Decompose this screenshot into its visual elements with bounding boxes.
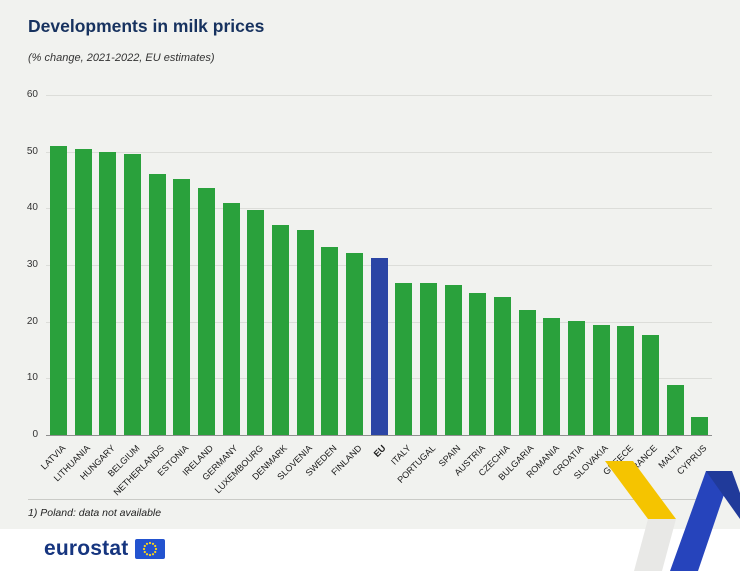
bar-czechia <box>493 296 511 435</box>
bar-france <box>641 334 659 435</box>
ribbon-silver-band <box>634 519 676 571</box>
bar-lithuania <box>74 149 92 435</box>
bar-latvia <box>49 146 67 435</box>
gridline <box>46 95 712 96</box>
y-axis-tick-label: 60 <box>26 89 38 100</box>
chart-subtitle: (% change, 2021-2022, EU estimates) <box>28 52 215 64</box>
bar-netherlands <box>148 173 166 435</box>
bar-estonia <box>173 178 191 435</box>
eu-flag-stars <box>143 541 158 557</box>
eu-flag-icon <box>135 539 166 559</box>
ribbon-blue-band <box>670 471 732 571</box>
footer-bar: eurostat <box>0 529 740 571</box>
footnote: 1) Poland: data not available <box>28 507 162 519</box>
y-axis-tick-label: 20 <box>26 315 38 327</box>
ribbon-decoration <box>605 461 740 571</box>
x-axis-line <box>46 435 712 436</box>
bar-austria <box>469 292 487 435</box>
bar-cyprus <box>691 416 709 435</box>
bar-finland <box>345 253 363 435</box>
y-axis-tick-label: 40 <box>26 202 38 214</box>
y-axis-tick-label: 30 <box>26 259 38 270</box>
bar-greece <box>617 326 635 435</box>
footnote-divider <box>28 499 712 500</box>
bar-belgium <box>123 153 141 435</box>
bar-ireland <box>197 187 215 435</box>
ribbon-yellow-band <box>605 461 676 519</box>
y-axis-tick-label: 10 <box>26 372 38 384</box>
bar-bulgaria <box>518 310 536 435</box>
bar-malta <box>666 385 684 435</box>
bar-portugal <box>419 283 437 435</box>
bar-hungary <box>99 151 117 435</box>
bar-slovenia <box>296 230 314 435</box>
bar-sweden <box>321 247 339 435</box>
bar-spain <box>444 284 462 435</box>
ribbon-blue-fold <box>706 471 740 519</box>
bar-italy <box>395 282 413 435</box>
bar-eu <box>370 257 388 435</box>
bar-slovakia <box>592 324 610 435</box>
y-axis-tick-label: 50 <box>26 145 38 157</box>
bar-germany <box>222 203 240 435</box>
chart-title: Developments in milk prices <box>28 16 265 36</box>
gridline <box>46 208 712 210</box>
x-axis-label-eu: EU <box>372 443 389 459</box>
gridline <box>46 151 712 153</box>
bar-croatia <box>567 320 585 435</box>
bar-romania <box>543 318 561 435</box>
eurostat-logo-text: eurostat <box>44 537 129 560</box>
bar-denmark <box>271 225 289 435</box>
bar-chart-plot-area: 0 10 20 30 40 50 60 LATVIA LITHUANIA HUNGARY BELGI… <box>27 89 712 497</box>
bar-luxembourg <box>247 210 265 435</box>
y-axis-tick-label: 0 <box>32 429 38 440</box>
eurostat-logo: eurostat <box>44 537 166 561</box>
